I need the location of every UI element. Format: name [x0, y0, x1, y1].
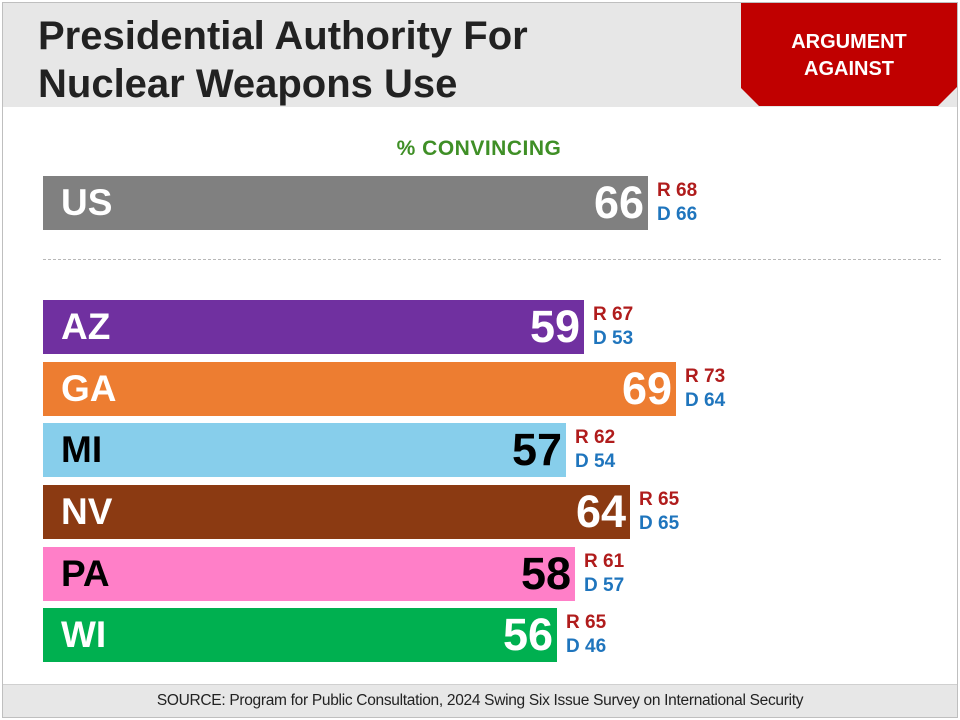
bar-value-mi: 57 [511, 424, 562, 475]
republican-value-nv: R 65 [639, 489, 680, 510]
bar-nv: NV 64 [43, 485, 630, 539]
bar-az: AZ 59 [43, 300, 584, 354]
footer-band: SOURCE: Program for Public Consultation,… [3, 684, 957, 717]
bar-label-us: US [61, 182, 113, 223]
bar-ga: GA 69 [43, 362, 676, 416]
page-title: Presidential Authority For Nuclear Weapo… [38, 12, 718, 108]
democrat-value-us: D 66 [657, 204, 698, 225]
bar-label-pa: PA [61, 553, 110, 594]
republican-value-az: R 67 [593, 304, 634, 325]
bar-label-az: AZ [61, 306, 111, 347]
badge-line-2: AGAINST [804, 58, 894, 80]
bar-label-mi: MI [61, 429, 103, 470]
republican-value-wi: R 65 [566, 612, 607, 633]
bar-label-ga: GA [61, 368, 117, 409]
bar-label-wi: WI [61, 614, 107, 655]
separator-line [43, 259, 941, 260]
bar-wi: WI 56 [43, 608, 557, 662]
democrat-value-nv: D 65 [639, 513, 680, 534]
badge-line-1: ARGUMENT [791, 31, 907, 53]
bar-label-nv: NV [61, 491, 113, 532]
title-line-1: Presidential Authority For [38, 14, 528, 58]
bar-value-az: 59 [529, 301, 580, 352]
title-line-2: Nuclear Weapons Use [38, 62, 458, 106]
democrat-value-mi: D 54 [575, 451, 616, 472]
republican-value-us: R 68 [657, 180, 698, 201]
bar-pa: PA 58 [43, 547, 575, 601]
chart-subtitle: % CONVINCING [396, 137, 562, 160]
bar-value-wi: 56 [502, 609, 553, 660]
bar-us: US 66 [43, 176, 648, 230]
democrat-value-wi: D 46 [566, 636, 607, 657]
republican-value-mi: R 62 [575, 427, 616, 448]
bar-value-pa: 58 [520, 548, 571, 599]
argument-badge: ARGUMENT AGAINST [741, 3, 957, 106]
bar-chart: US 66 R 68 D 66 AZ 59 R 67 D 53 GA 69 R 73 D 64 MI 57… [3, 3, 957, 717]
democrat-value-az: D 53 [593, 328, 634, 349]
source-note: SOURCE: Program for Public Consultation,… [156, 692, 804, 709]
bar-value-ga: 69 [621, 363, 672, 414]
bar-value-us: 66 [593, 177, 644, 228]
bar-value-nv: 64 [575, 486, 626, 537]
democrat-value-ga: D 64 [685, 390, 726, 411]
republican-value-pa: R 61 [584, 551, 625, 572]
bar-mi: MI 57 [43, 423, 566, 477]
democrat-value-pa: D 57 [584, 575, 625, 596]
republican-value-ga: R 73 [685, 366, 726, 387]
